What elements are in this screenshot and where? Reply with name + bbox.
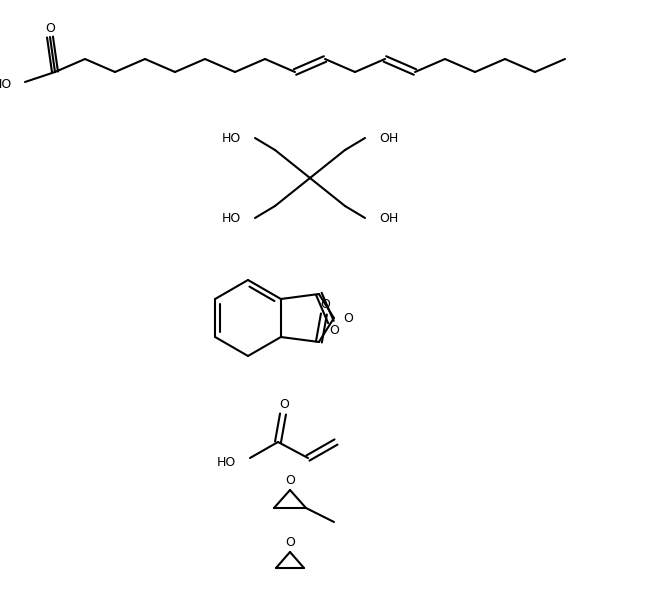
- Text: O: O: [320, 298, 330, 312]
- Text: HO: HO: [0, 79, 12, 92]
- Text: O: O: [285, 475, 295, 487]
- Text: HO: HO: [216, 456, 236, 468]
- Text: O: O: [343, 312, 353, 325]
- Text: O: O: [285, 537, 295, 550]
- Text: O: O: [329, 325, 339, 337]
- Text: O: O: [279, 398, 289, 412]
- Text: O: O: [45, 23, 55, 35]
- Text: HO: HO: [222, 212, 241, 224]
- Text: OH: OH: [379, 212, 398, 224]
- Text: HO: HO: [222, 132, 241, 145]
- Text: OH: OH: [379, 132, 398, 145]
